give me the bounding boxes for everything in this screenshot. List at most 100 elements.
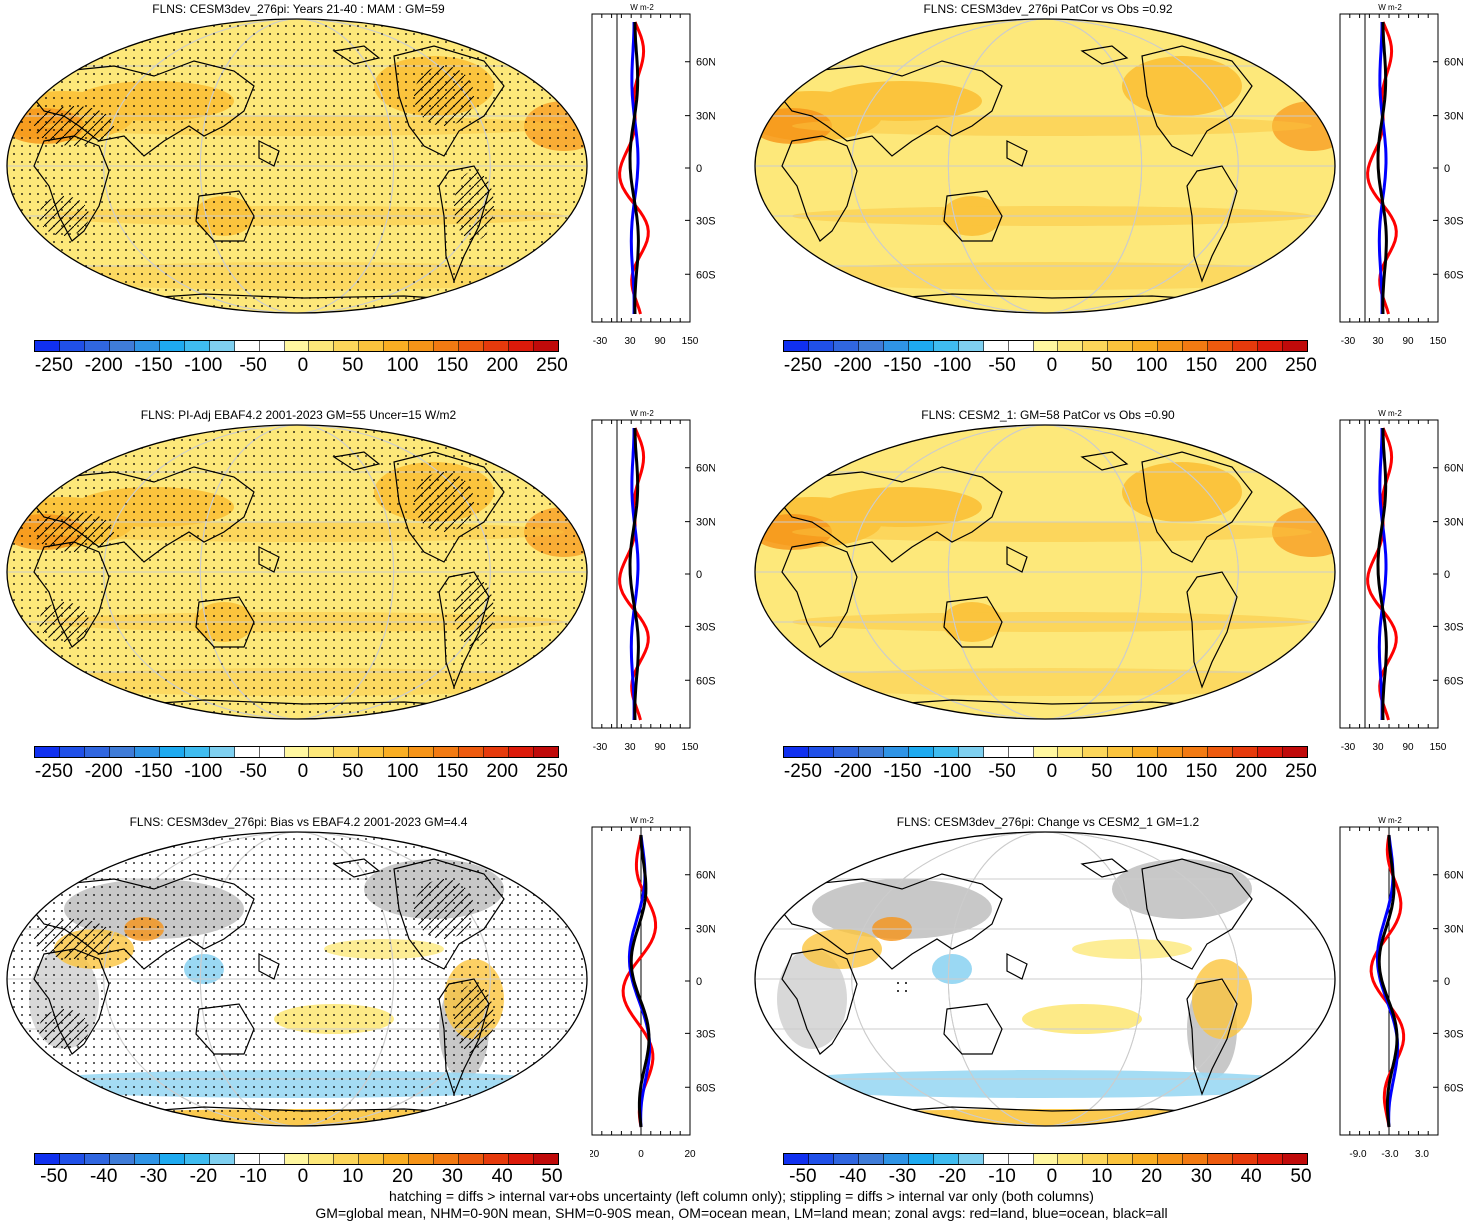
zonal-lat-label: 60S — [1444, 675, 1463, 687]
colorbar-swatch — [1083, 1154, 1109, 1164]
colorbar-swatch — [1283, 341, 1308, 351]
colorbar-swatch — [384, 1154, 410, 1164]
zonal-units-label: W m-2 — [1378, 409, 1402, 418]
colorbar-swatch — [1233, 341, 1259, 351]
colorbar-tick-label: 50 — [541, 1166, 563, 1187]
colorbar-swatch — [434, 1154, 460, 1164]
colorbar-swatch — [109, 1154, 135, 1164]
zonal-x-tick-label: 20 — [684, 1149, 696, 1160]
zonal-x-tick-label: 0 — [638, 1149, 644, 1160]
zonal-plot-5: W m-2 60N 30N 0 30S 60S -20 0 20 — [590, 816, 715, 1160]
colorbar-3 — [34, 746, 559, 758]
colorbar-swatch — [184, 341, 210, 351]
colorbar-swatch — [434, 747, 460, 757]
colorbar-tick-label: -150 — [883, 761, 922, 782]
colorbar-tick-label: 40 — [1240, 1166, 1262, 1187]
colorbar-4 — [783, 746, 1308, 758]
zonal-lat-label: 60N — [1444, 463, 1463, 475]
colorbar-swatch — [459, 747, 485, 757]
colorbar-swatch — [1033, 341, 1059, 351]
colorbar-swatch — [509, 341, 535, 351]
zonal-x-tick-label: 90 — [654, 336, 666, 347]
map-panel-1 — [6, 18, 588, 314]
colorbar-swatch — [833, 341, 859, 351]
zonal-land-line — [1366, 21, 1398, 315]
colorbar-tick-label: 0 — [297, 761, 309, 782]
zonal-x-tick-label: 90 — [1402, 742, 1414, 753]
colorbar-tick-label: -50 — [239, 761, 267, 782]
colorbar-tick-label: -250 — [783, 761, 822, 782]
colorbar-tick-label: 250 — [536, 355, 568, 376]
colorbar-tick-label: 0 — [297, 355, 309, 376]
zonal-land-line — [1366, 427, 1398, 721]
panel-title-4: FLNS: CESM2_1: GM=58 PatCor vs Obs =0.90 — [921, 408, 1175, 422]
colorbar-swatch — [334, 341, 360, 351]
colorbar-swatch — [409, 341, 435, 351]
zonal-lat-label: 0 — [696, 163, 702, 175]
colorbar-swatch — [908, 1154, 934, 1164]
colorbar-5 — [34, 1153, 559, 1165]
colorbar-tick-label: 10 — [342, 1166, 364, 1187]
colorbar-swatch — [334, 747, 360, 757]
colorbar-tick-label: -100 — [933, 355, 972, 376]
colorbar-swatch — [983, 1154, 1009, 1164]
colorbar-swatch — [209, 1154, 235, 1164]
colorbar-swatch — [384, 341, 410, 351]
map-panel-6 — [754, 831, 1336, 1127]
colorbar-swatch — [784, 747, 809, 757]
colorbar-swatch — [1233, 1154, 1259, 1164]
colorbar-swatch — [1283, 1154, 1308, 1164]
colorbar-tick-label: -150 — [134, 761, 173, 782]
colorbar-tick-label: -100 — [184, 761, 223, 782]
colorbar-tick-label: -50 — [988, 761, 1016, 782]
zonal-x-tick-label: 150 — [1430, 336, 1447, 347]
colorbar-tick-label: -20 — [189, 1166, 218, 1187]
zonal-plot-2: W m-2 60N 30N 0 30S 60S -30 30 90 150 — [1339, 3, 1463, 347]
colorbar-2 — [783, 340, 1308, 352]
zonal-lat-label: 60S — [1444, 1082, 1463, 1094]
colorbar-swatch — [35, 1154, 60, 1164]
colorbar-swatch — [234, 747, 260, 757]
map-panel-5 — [6, 831, 588, 1127]
colorbar-swatch — [1008, 747, 1034, 757]
colorbar-tick-label: -30 — [888, 1166, 917, 1187]
zonal-lat-label: 30S — [1444, 621, 1463, 633]
colorbar-tick-label: 250 — [1285, 761, 1317, 782]
colorbar-tick-label: -30 — [139, 1166, 168, 1187]
colorbar-tick-label: 100 — [1135, 761, 1168, 782]
zonal-x-tick-label: -30 — [593, 336, 608, 347]
map-panel-2 — [754, 18, 1336, 314]
colorbar-tick-label: 150 — [436, 355, 469, 376]
colorbar-swatch — [159, 747, 185, 757]
zonal-lat-label: 60S — [696, 269, 715, 281]
colorbar-swatch — [1083, 341, 1109, 351]
zonal-x-tick-label: 30 — [1372, 742, 1384, 753]
zonal-x-tick-label: 3.0 — [1415, 1149, 1429, 1160]
footer-line-1: hatching = diffs > internal var+obs unce… — [389, 1188, 1094, 1204]
colorbar-swatch — [833, 1154, 859, 1164]
colorbar-swatch — [1158, 341, 1184, 351]
colorbar-swatch — [234, 1154, 260, 1164]
colorbar-swatch — [1183, 1154, 1209, 1164]
colorbar-swatch — [908, 341, 934, 351]
colorbar-swatch — [184, 747, 210, 757]
colorbar-tick-label: 30 — [441, 1166, 463, 1187]
zonal-x-tick-label: -30 — [1341, 742, 1356, 753]
colorbar-tick-label: -150 — [883, 355, 922, 376]
colorbar-tick-label: -250 — [34, 355, 73, 376]
colorbar-tick-label: 150 — [1185, 761, 1218, 782]
colorbar-swatch — [1258, 747, 1284, 757]
panel-title-1: FLNS: CESM3dev_276pi: Years 21-40 : MAM … — [152, 2, 445, 16]
zonal-lat-label: 60N — [696, 870, 715, 882]
zonal-lat-label: 30S — [696, 215, 715, 227]
colorbar-swatch — [1108, 1154, 1134, 1164]
colorbar-tick-label: 150 — [1185, 355, 1218, 376]
colorbar-swatch — [109, 341, 135, 351]
zonal-all-line — [1377, 834, 1399, 1128]
zonal-x-tick-label: 30 — [624, 336, 636, 347]
colorbar-swatch — [983, 747, 1009, 757]
zonal-ocean-line — [629, 22, 640, 315]
zonal-all-line — [1376, 428, 1388, 721]
colorbar-swatch — [134, 1154, 160, 1164]
colorbar-swatch — [409, 747, 435, 757]
